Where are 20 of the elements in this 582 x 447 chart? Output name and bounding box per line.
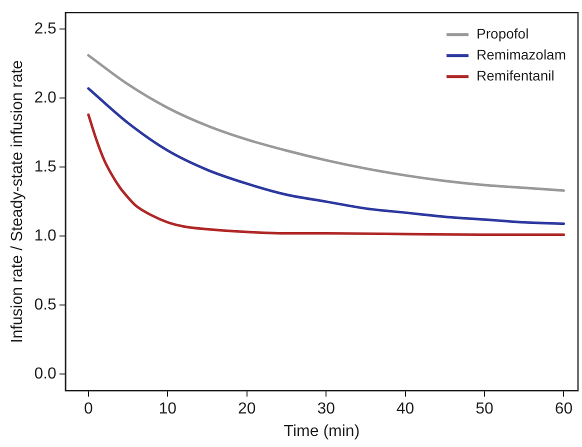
x-tick-label: 10 [158,400,177,418]
y-tick-label: 0.0 [34,365,57,382]
y-tick-label: 2.0 [34,90,57,107]
y-tick-label: 2.5 [34,20,57,38]
x-axis-title: Time (min) [284,422,360,440]
line-series [87,87,566,225]
x-tick-label: 0 [84,400,93,418]
x-tick-label: 50 [476,400,494,418]
legend-label: Remifentanil [476,67,554,84]
y-tick-label: 1.0 [34,227,57,244]
x-tick-label: 20 [238,400,256,418]
x-tick-label: 30 [317,400,336,418]
y-axis-title: Infusion rate / Steady-state infusion rate [9,60,26,344]
y-tick-label: 0.5 [34,296,57,314]
legend-label: Propofol [476,25,529,42]
x-tick-label: 40 [396,400,414,418]
line-series [87,113,566,236]
x-tick-label: 60 [554,400,573,418]
legend-label: Remimazolam [476,46,566,62]
y-tick-label: 1.5 [34,158,57,176]
